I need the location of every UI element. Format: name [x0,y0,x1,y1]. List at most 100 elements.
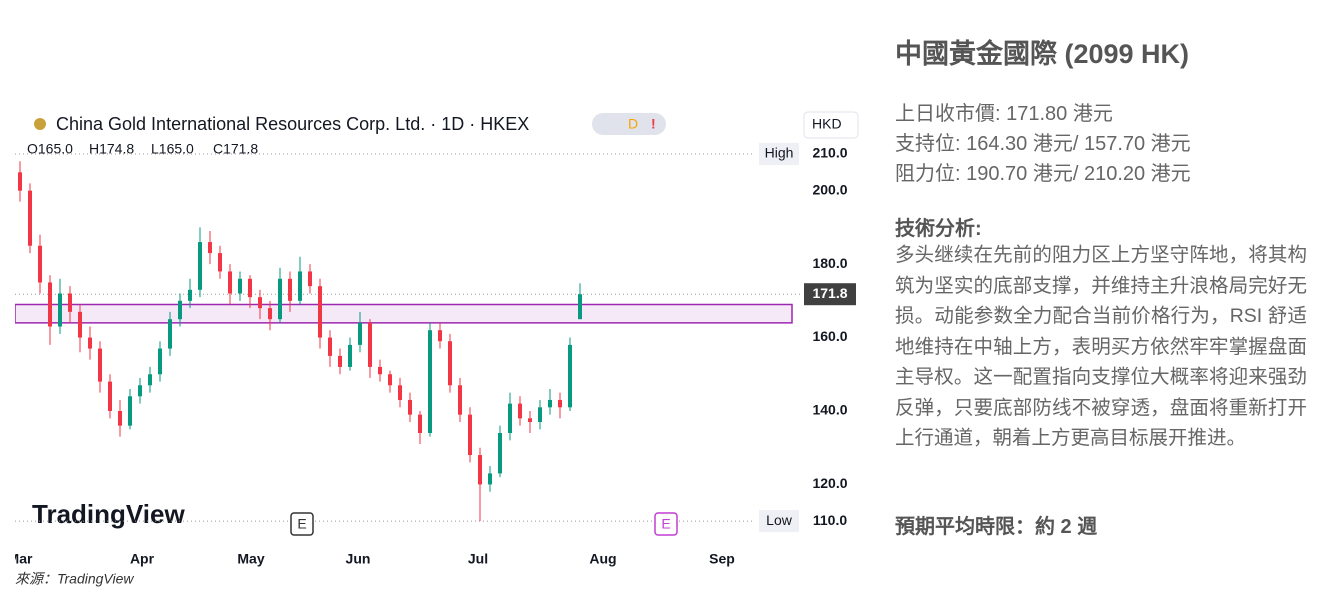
currency-box [803,111,859,139]
chart: China Gold International Resources Corp.… [8,111,859,587]
candle-body [28,190,32,246]
marker-name: Low [766,512,793,528]
candle-body [538,407,542,422]
marker-value: 210.0 [812,145,847,161]
info-line: 阻力位: 190.70 港元/ 210.20 港元 [895,163,1191,185]
candle-body [408,399,412,415]
last-price-box [804,283,856,306]
candle-body [448,341,452,386]
candle-body [208,242,212,254]
candle-body [108,381,112,411]
candle-body [138,385,142,397]
candle-body [568,344,572,408]
candle-body [38,245,42,283]
x-tick-label: Jul [468,551,488,567]
candle-body [398,385,402,400]
candle-body [388,374,392,386]
candle-body [258,297,262,309]
candle-body [308,271,312,287]
candle-body [68,293,72,312]
candle-body [478,455,482,485]
candle-body [98,348,102,382]
candle-body [498,433,502,474]
ohlc-label: C171.8 [213,141,258,157]
candle-body [418,414,422,434]
heading: 中國黃金國際 (2099 HK) [895,39,1190,69]
candle-body [428,330,432,434]
candle-body [18,172,22,191]
candle-body [168,319,172,349]
candle-body [508,403,512,434]
ohlc-label: O165.0 [27,141,73,157]
currency: HKD [812,116,842,132]
candle-body [578,294,582,320]
candle-body [178,300,182,320]
candle-body [188,289,192,301]
candle-body [88,337,92,349]
event-box [290,512,314,536]
candle-body [488,473,492,485]
y-tick-label: 140.0 [812,402,847,418]
analysis: 多头继续在先前的阻力区上方坚守阵地，将其构筑为坚实的底部支撑，并维持主升浪格局完… [895,244,1307,449]
y-tick-label: 200.0 [812,181,847,197]
event-box [654,512,678,536]
candle-body [348,344,352,367]
candle-body [268,308,272,320]
y-tick-label: 120.0 [812,475,847,491]
candle-body [128,396,132,426]
candle-body [238,278,242,294]
candle-body [58,293,62,327]
section-title: 技術分析: [895,218,982,240]
x-tick-label: May [237,551,264,567]
x-tick-label: Apr [130,551,155,567]
marker-value: 110.0 [813,512,847,528]
candle-body [198,242,202,290]
zone [15,303,793,324]
logo [34,118,46,130]
candle-body [458,385,462,415]
ohlc-label: H174.8 [89,141,134,157]
x-tick-label: Jun [346,551,371,567]
candle-body [528,418,532,422]
candle-body [158,348,162,375]
horizon: 預期平均時限：約 2 週 [895,516,1098,538]
event-label: E [297,516,306,532]
candle-body [328,337,332,356]
x-tick-label: Sep [709,551,735,567]
badge [592,113,666,135]
candle-body [298,271,302,301]
event-label: E [661,516,670,532]
candle-body [228,271,232,294]
marker-name: High [765,145,794,161]
candle-body [438,330,442,342]
watermark: TradingView [32,499,185,529]
y-tick-label: 160.0 [812,328,847,344]
candle-body [558,399,562,408]
x-tick-label: Mar [8,551,33,567]
candle-body [378,366,382,375]
chart-area: China Gold International Resources Corp.… [8,111,859,567]
candle-body [358,322,362,345]
candle-body [338,355,342,367]
source: 來源：TradingView [15,571,134,587]
flag: ! [651,116,656,132]
candle-body [548,399,552,408]
candle-body [48,282,52,327]
candle-body [248,278,252,298]
candle-body [318,286,322,338]
candle-body [278,278,282,320]
chart-title: China Gold International Resources Corp.… [56,114,529,134]
candle-body [288,278,292,301]
flag: D [628,116,638,132]
candle-body [78,311,82,338]
marker-box [759,142,799,165]
marker-box [759,510,799,533]
candle-body [148,374,152,386]
candle-body [518,403,522,419]
info-line: 支持位: 164.30 港元/ 157.70 港元 [895,133,1191,155]
x-tick-label: Aug [589,551,616,567]
candle-body [218,253,222,272]
candle-body [118,410,122,426]
info-line: 上日收市價: 171.80 港元 [895,103,1113,125]
